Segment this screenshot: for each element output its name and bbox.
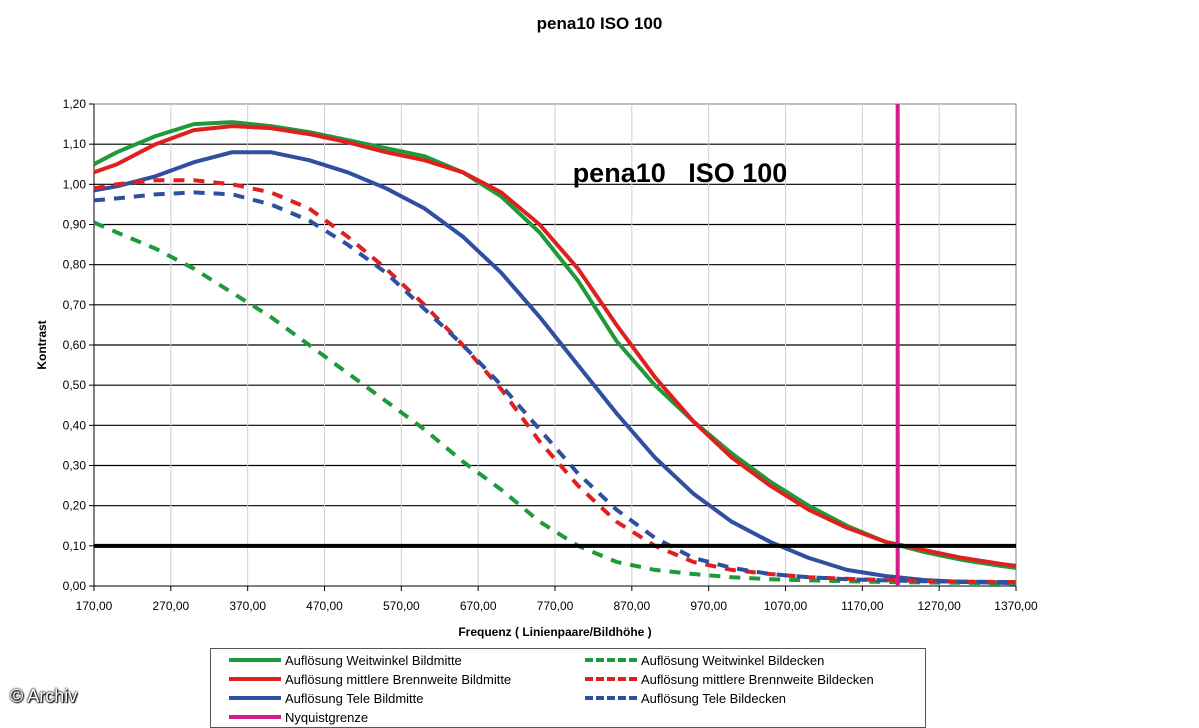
y-tick-label: 0,80	[63, 258, 87, 272]
legend-swatch	[229, 696, 281, 700]
x-tick-label: 670,00	[460, 599, 497, 613]
x-tick-label: 770,00	[537, 599, 574, 613]
x-tick-label: 370,00	[229, 599, 266, 613]
legend-item-tele-bildecken: Auflösung Tele Bildecken	[585, 689, 786, 707]
legend-swatch	[229, 658, 281, 662]
x-tick-label: 270,00	[152, 599, 189, 613]
y-tick-label: 1,10	[63, 137, 87, 151]
series-line-aufl-sung-mittlere-brennweite-bildmitte	[93, 124, 1017, 568]
y-tick-label: 0,90	[63, 218, 87, 232]
y-tick-label: 1,20	[63, 97, 87, 111]
copyright-watermark: © Archiv	[10, 686, 78, 706]
legend-label: Auflösung Tele Bildmitte	[285, 690, 424, 706]
y-tick-label: 0,70	[63, 298, 87, 312]
x-tick-label: 170,00	[76, 599, 113, 613]
legend-item-weitwinkel-bildmitte: Auflösung Weitwinkel Bildmitte	[229, 651, 462, 669]
legend-item-mittlere-brennweite-bildmitte: Auflösung mittlere Brennweite Bildmitte	[229, 670, 511, 688]
legend-item-nyquistgrenze: Nyquistgrenze	[229, 708, 368, 726]
legend-swatch	[585, 658, 637, 662]
y-tick-label: 0,50	[63, 378, 87, 392]
x-tick-label: 1370,00	[994, 599, 1038, 613]
legend-item-weitwinkel-bildecken: Auflösung Weitwinkel Bildecken	[585, 651, 824, 669]
chart-title: pena10 ISO 100	[536, 14, 663, 33]
chart-annotation: pena10 ISO 100	[573, 158, 788, 188]
series-line-aufl-sung-tele-bildmitte	[93, 150, 1017, 586]
y-tick-label: 0,40	[63, 418, 87, 432]
y-tick-label: 0,00	[63, 579, 87, 593]
legend-label: Auflösung mittlere Brennweite Bildmitte	[285, 671, 512, 687]
x-axis-label: Frequenz ( Linienpaare/Bildhöhe )	[458, 625, 651, 639]
legend-label: Auflösung Weitwinkel Bildmitte	[285, 652, 462, 668]
x-tick-label: 1170,00	[841, 599, 884, 613]
legend-label: Auflösung Tele Bildecken	[641, 690, 787, 706]
legend-swatch	[585, 696, 637, 700]
x-tick-label: 470,00	[306, 599, 343, 613]
x-tick-label: 570,00	[383, 599, 420, 613]
legend-label: Nyquistgrenze	[285, 709, 369, 725]
y-tick-label: 0,30	[63, 459, 87, 473]
legend-swatch	[229, 715, 281, 719]
legend-item-mittlere-brennweite-bildecken: Auflösung mittlere Brennweite Bildecken	[585, 670, 874, 688]
y-tick-label: 1,00	[63, 177, 87, 191]
series-line-aufl-sung-tele-bildecken	[93, 190, 1016, 584]
legend-label: Auflösung Weitwinkel Bildecken	[641, 652, 825, 668]
legend-swatch	[229, 677, 281, 681]
y-axis-label: Kontrast	[35, 320, 49, 369]
y-tick-label: 0,10	[63, 539, 87, 553]
legend-item-tele-bildmitte: Auflösung Tele Bildmitte	[229, 689, 424, 707]
x-tick-label: 870,00	[613, 599, 650, 613]
series-line-aufl-sung-mittlere-brennweite-bildecken	[93, 178, 1016, 584]
y-tick-label: 0,20	[63, 499, 87, 513]
y-tick-label: 0,60	[63, 338, 87, 352]
legend-label: Auflösung mittlere Brennweite Bildecken	[641, 671, 874, 687]
legend-swatch	[585, 677, 637, 681]
x-tick-label: 1270,00	[917, 599, 961, 613]
chart-legend: Auflösung Weitwinkel Bildmitte Auflösung…	[210, 648, 926, 728]
x-tick-label: 970,00	[690, 599, 727, 613]
x-tick-label: 1070,00	[764, 599, 808, 613]
